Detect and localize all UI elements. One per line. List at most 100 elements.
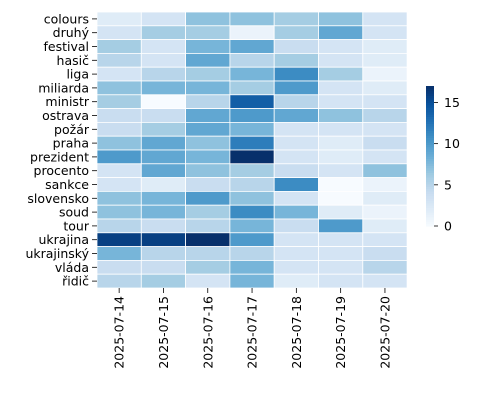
colorbar-segment — [426, 111, 434, 115]
heatmap-cell-sankce-2025-07-14 — [96, 177, 142, 192]
colorbar-segment — [426, 125, 434, 129]
heatmap-cell-řidič-2025-07-17 — [229, 273, 275, 289]
heatmap-cell-liga-2025-07-18 — [273, 66, 319, 82]
heatmap-cell-festival-2025-07-14 — [96, 39, 142, 54]
heatmap-cell-liga-2025-07-17 — [229, 66, 275, 82]
heatmap-cell-vláda-2025-07-19 — [318, 259, 364, 275]
heatmap-cell-druhý-2025-07-18 — [273, 25, 319, 40]
heatmap-cell-ministr-2025-07-14 — [96, 94, 142, 110]
x-tick-label: 2025-07-20 — [377, 296, 392, 369]
heatmap-cell-soud-2025-07-20 — [362, 204, 408, 220]
colorbar-segment — [426, 193, 434, 197]
heatmap-cell-ostrava-2025-07-19 — [318, 108, 364, 123]
y-tick-label: liga — [66, 67, 89, 82]
heatmap-cell-festival-2025-07-17 — [229, 39, 275, 54]
heatmap-cell-ukrajina-2025-07-16 — [185, 232, 231, 248]
y-tick-label: druhý — [53, 25, 90, 40]
colorbar-segment — [426, 207, 434, 211]
heatmap-cell-požár-2025-07-17 — [229, 122, 275, 137]
heatmap-cell-vláda-2025-07-17 — [229, 259, 275, 275]
heatmap-cell-soud-2025-07-17 — [229, 204, 275, 220]
x-tick-label: 2025-07-15 — [156, 296, 171, 369]
colorbar-segment — [426, 149, 434, 152]
x-tick-label: 2025-07-19 — [333, 296, 348, 369]
heatmap-cell-prezident-2025-07-16 — [185, 149, 231, 165]
heatmap-cell-miliarda-2025-07-15 — [140, 80, 187, 96]
colorbar-segment — [426, 200, 434, 204]
heatmap-cell-festival-2025-07-18 — [273, 39, 319, 54]
heatmap-cell-hasič-2025-07-19 — [318, 53, 364, 68]
heatmap-cell-sankce-2025-07-19 — [318, 177, 364, 192]
colorbar-segment — [426, 160, 434, 164]
colorbar-segment — [426, 95, 434, 99]
y-tick-label: colours — [44, 11, 89, 26]
colorbar-segment — [426, 135, 434, 138]
colorbar-segment — [426, 202, 434, 206]
heatmap-cell-ministr-2025-07-16 — [185, 94, 231, 110]
heatmap-cell-tour-2025-07-18 — [273, 218, 319, 234]
y-axis-labels: coloursdruhýfestivalhasičligamiliardamin… — [25, 11, 97, 289]
y-tick-label: ministr — [45, 94, 89, 109]
heatmap-cell-liga-2025-07-16 — [185, 66, 231, 82]
colorbar-segment — [426, 191, 434, 194]
heatmap-cell-tour-2025-07-16 — [185, 218, 231, 234]
y-tick-label: ukrajinský — [25, 246, 89, 261]
heatmap-cell-prezident-2025-07-20 — [362, 149, 408, 165]
colorbar-segment — [426, 177, 434, 180]
colorbar-segment — [426, 144, 434, 148]
heatmap-cell-slovensko-2025-07-15 — [140, 190, 187, 206]
heatmap-cell-ukrajina-2025-07-19 — [318, 232, 364, 248]
heatmap-cell-prezident-2025-07-17 — [229, 149, 275, 165]
y-tick-label: praha — [53, 136, 89, 151]
colorbar-segment — [426, 93, 434, 96]
colorbar-segment — [426, 223, 434, 227]
heatmap-cell-colours-2025-07-20 — [362, 11, 408, 27]
heatmap-cell-colours-2025-07-14 — [96, 11, 142, 27]
colorbar-tick-label: 0 — [444, 219, 452, 234]
heatmap-cell-miliarda-2025-07-14 — [96, 80, 142, 96]
heatmap-cell-colours-2025-07-16 — [185, 11, 231, 27]
y-tick-label: soud — [59, 205, 89, 220]
colorbar-segment — [426, 109, 434, 113]
heatmap-cell-vláda-2025-07-18 — [273, 259, 319, 275]
heatmap-cell-požár-2025-07-14 — [96, 122, 142, 137]
heatmap-cell-druhý-2025-07-14 — [96, 25, 142, 40]
colorbar-segment — [426, 153, 434, 157]
heatmap-cell-procento-2025-07-15 — [140, 163, 187, 179]
heatmap-cell-miliarda-2025-07-19 — [318, 80, 364, 96]
heatmap-cell-soud-2025-07-19 — [318, 204, 364, 220]
y-tick-label: miliarda — [38, 80, 89, 95]
colorbar-segment — [426, 137, 434, 141]
heatmap-cell-soud-2025-07-14 — [96, 204, 142, 220]
colorbar-segment — [426, 216, 434, 220]
heatmap-cell-prezident-2025-07-19 — [318, 149, 364, 165]
heatmap-cell-ukrajinský-2025-07-15 — [140, 246, 187, 261]
colorbar-segment — [426, 219, 434, 222]
colorbar-segment — [426, 107, 434, 110]
colorbar-segment — [426, 188, 434, 192]
colorbar-segment — [426, 104, 434, 108]
heatmap-cell-procento-2025-07-16 — [185, 163, 231, 179]
heatmap-cell-sankce-2025-07-17 — [229, 177, 275, 192]
colorbar-segment — [426, 198, 434, 201]
colorbar-segment — [426, 142, 434, 145]
heatmap-cell-tour-2025-07-17 — [229, 218, 275, 234]
colorbar: 0 5 10 15 — [426, 86, 460, 234]
colorbar-segment — [426, 167, 434, 171]
heatmap-cell-ministr-2025-07-17 — [229, 94, 275, 110]
heatmap-cell-soud-2025-07-15 — [140, 204, 187, 220]
colorbar-segment — [426, 205, 434, 208]
heatmap-cell-ostrava-2025-07-17 — [229, 108, 275, 123]
heatmap-cell-hasič-2025-07-15 — [140, 53, 187, 68]
heatmap-cell-procento-2025-07-19 — [318, 163, 364, 179]
heatmap-cell-ostrava-2025-07-16 — [185, 108, 231, 123]
x-tick-label: 2025-07-18 — [289, 296, 304, 369]
heatmap-cell-procento-2025-07-17 — [229, 163, 275, 179]
heatmap-cell-festival-2025-07-16 — [185, 39, 231, 54]
heatmap-cell-prezident-2025-07-18 — [273, 149, 319, 165]
colorbar-segment — [426, 130, 434, 134]
colorbar-segment — [426, 90, 434, 94]
heatmap-cell-hasič-2025-07-14 — [96, 53, 142, 68]
heatmap-cell-slovensko-2025-07-17 — [229, 190, 275, 206]
heatmap-cell-vláda-2025-07-20 — [362, 259, 408, 275]
